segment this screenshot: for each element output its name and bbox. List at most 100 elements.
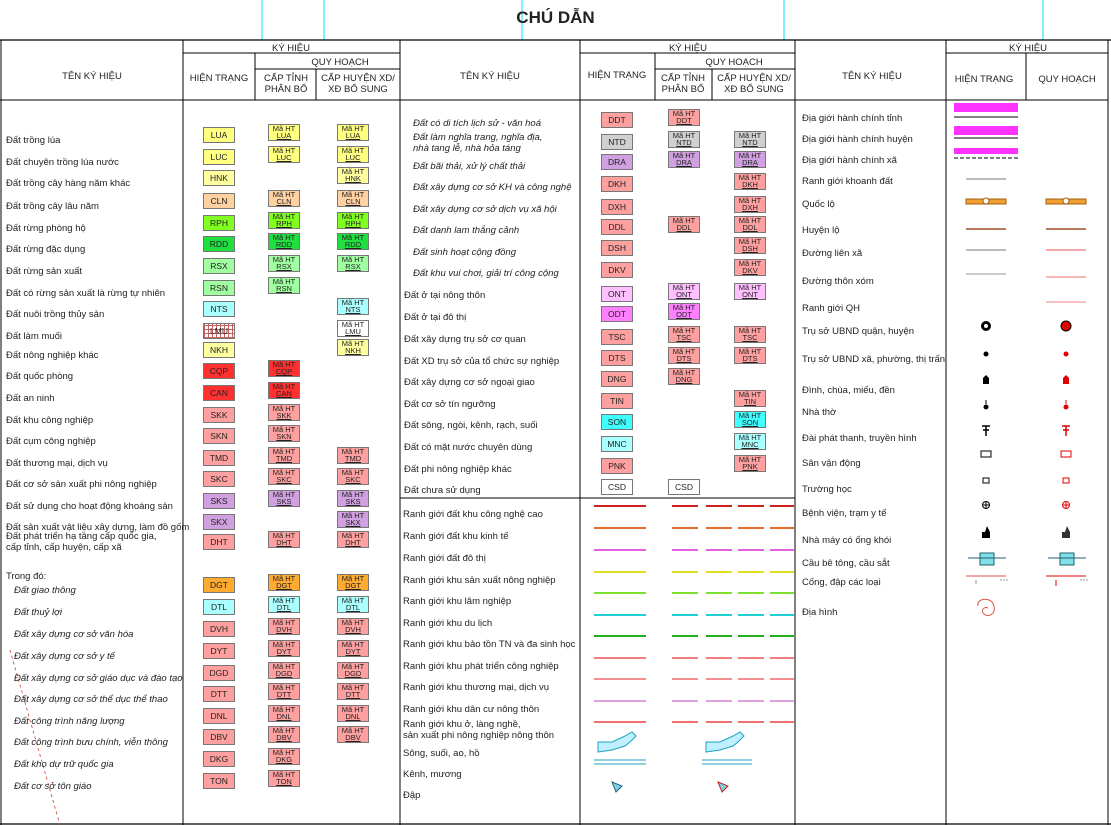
- symbol-current-ntd: NTD: [601, 134, 633, 150]
- header-cap-tinh: CẤP TỈNH PHÂN BỔ: [264, 73, 308, 95]
- label-intercommune-road: Đường liên xã: [802, 248, 863, 259]
- label-plan-boundary: Ranh giới QH: [802, 303, 860, 314]
- symbol-province-dvh: Mã HT DVH: [268, 618, 300, 635]
- label-district-boundary: Địa giới hành chính huyện: [802, 134, 913, 145]
- symbol-province-luc: Mã HT LUC: [268, 146, 300, 163]
- commune-office-icon: [983, 351, 989, 357]
- label-pnk: Đất phi nông nghiệp khác: [404, 464, 512, 475]
- symbol-province-ont: Mã HT ONT: [668, 283, 700, 300]
- label-line-10: Ranh giới khu ở, làng nghề, sản xuất phi …: [403, 719, 555, 741]
- symbol-current-dng: DNG: [601, 371, 633, 387]
- label-line-2: Ranh giới đất đô thị: [403, 553, 486, 564]
- school-icon: [982, 477, 990, 484]
- label-trong-do: Trong đó:: [6, 571, 47, 582]
- header-hien-trang: HIỆN TRẠNG: [189, 73, 249, 84]
- symbol-district-pnk: Mã HT PNK: [734, 455, 766, 472]
- header-ky-hieu-2: KÝ HIỆU: [668, 43, 708, 54]
- label-nkh: Đất nông nghiệp khác: [6, 350, 99, 361]
- symbol-province-csd: CSD: [668, 479, 700, 495]
- symbol-province-dtt: Mã HT DTT: [268, 683, 300, 700]
- symbol-province-dgt: Mã HT DGT: [268, 574, 300, 591]
- symbol-district-dgt: Mã HT DGT: [337, 574, 369, 591]
- symbol-current-skn: SKN: [203, 428, 235, 444]
- river-icon: [705, 731, 745, 753]
- label-dbv: Đất công trình bưu chính, viễn thông: [14, 737, 168, 748]
- label-dsh: Đất sinh hoạt cộng đồng: [413, 247, 516, 258]
- symbol-province-tmd: Mã HT TMD: [268, 447, 300, 464]
- symbol-current-dht: DHT: [203, 534, 235, 550]
- header-quy-hoach: QUY HOẠCH: [311, 57, 369, 68]
- symbol-province-dng: Mã HT DNG: [668, 368, 700, 385]
- symbol-province-can: Mã HT CAN: [268, 382, 300, 399]
- symbol-province-dbv: Mã HT DBV: [268, 726, 300, 743]
- label-line-7: Ranh giới khu phát triển công nghiệp: [403, 661, 559, 672]
- label-line-6: Ranh giới khu bảo tồn TN và đa sinh học: [403, 639, 576, 650]
- symbol-province-dra: Mã HT DRA: [668, 151, 700, 168]
- label-csd: Đất chưa sử dụng: [404, 485, 481, 496]
- symbol-current-dts: DTS: [601, 350, 633, 366]
- label-nts: Đất nuôi trồng thủy sản: [6, 309, 105, 320]
- symbol-current-cln: CLN: [203, 193, 235, 209]
- label-mnc: Đất có mặt nước chuyên dùng: [404, 442, 533, 453]
- symbol-province-rph: Mã HT RPH: [268, 212, 300, 229]
- label-cln: Đất trồng cây lâu năm: [6, 201, 99, 212]
- label-dxh: Đất xây dựng cơ sở dịch vụ xã hội: [413, 204, 557, 215]
- header-ten-ky-hieu: TÊN KÝ HIỆU: [62, 71, 122, 82]
- symbol-district-dnl: Mã HT DNL: [337, 705, 369, 722]
- label-radio-station: Đài phát thanh, truyền hình: [802, 433, 917, 444]
- label-skn: Đất cụm công nghiệp: [6, 436, 96, 447]
- symbol-district-luc: Mã HT LUC: [337, 146, 369, 163]
- hospital-icon: [982, 501, 990, 509]
- label-school: Trường học: [802, 484, 852, 495]
- symbol-current-tsc: TSC: [601, 329, 633, 345]
- label-dkh: Đất xây dựng cơ sở KH và công nghệ: [413, 182, 572, 193]
- symbol-district-tmd: Mã HT TMD: [337, 447, 369, 464]
- label-rsn: Đất có rừng sản xuất là rừng tự nhiên: [6, 288, 166, 299]
- label-sks: Đất sử dụng cho hoạt động khoáng sản: [6, 501, 173, 512]
- label-ddt: Đất có di tích lịch sử - văn hoá: [413, 118, 541, 129]
- label-village-road: Đường thôn xóm: [802, 276, 874, 287]
- symbol-current-tmd: TMD: [203, 450, 235, 466]
- symbol-province-dkg: Mã HT DKG: [268, 748, 300, 765]
- symbol-current-ddl: DDL: [601, 219, 633, 235]
- stadium-icon: [980, 450, 992, 458]
- label-dra: Đất bãi thải, xử lý chất thải: [413, 161, 526, 172]
- symbol-current-rsn: RSN: [203, 280, 235, 296]
- symbol-district-ddl: Mã HT DDL: [734, 216, 766, 233]
- label-rsx: Đất rừng sản xuất: [6, 266, 83, 277]
- label-ntd: Đất làm nghĩa trang, nghĩa địa, nhà tang …: [413, 132, 543, 154]
- national-road-icon: [982, 197, 990, 205]
- symbol-province-dht: Mã HT DHT: [268, 531, 300, 548]
- label-luc: Đất chuyên trồng lúa nước: [6, 157, 119, 168]
- symbol-current-ddt: DDT: [601, 112, 633, 128]
- province-boundary-icon: [954, 103, 1018, 112]
- symbol-current-hnk: HNK: [203, 170, 235, 186]
- district-boundary-icon: [954, 126, 1018, 135]
- symbol-district-ntd: Mã HT NTD: [734, 131, 766, 148]
- symbol-district-cln: Mã HT CLN: [337, 190, 369, 207]
- label-odt: Đất ở tại đô thị: [404, 312, 467, 323]
- header-quy-hoach-2: QUY HOẠCH: [705, 57, 763, 68]
- label-terrain: Địa hình: [802, 607, 838, 618]
- symbol-district-dbv: Mã HT DBV: [337, 726, 369, 743]
- symbol-province-dtl: Mã HT DTL: [268, 596, 300, 613]
- label-parcel-boundary: Ranh giới khoanh đất: [802, 176, 893, 187]
- school-icon: [1062, 477, 1070, 484]
- terrain-icon: [977, 598, 995, 617]
- label-district-office: Trụ sở UBND quận, huyện: [802, 326, 915, 337]
- dam-icon: [717, 781, 729, 793]
- symbol-district-skx: Mã HT SKX: [337, 511, 369, 528]
- symbol-province-ddt: Mã HT DDT: [668, 109, 700, 126]
- symbol-current-can: CAN: [203, 385, 235, 401]
- hospital-icon: [1062, 501, 1070, 509]
- label-hospital: Bệnh viện, trạm y tế: [802, 508, 887, 519]
- label-line-5: Ranh giới khu du lịch: [403, 618, 493, 629]
- symbol-current-luc: LUC: [203, 149, 235, 165]
- river-icon: [597, 731, 637, 753]
- label-line-1: Ranh giới đất khu kinh tế: [403, 531, 509, 542]
- header-cap-huyen-2: CẤP HUYỆN XD/XĐ BỔ SUNG: [717, 73, 791, 95]
- symbol-current-skk: SKK: [203, 407, 235, 423]
- symbol-district-dht: Mã HT DHT: [337, 531, 369, 548]
- symbol-current-dvh: DVH: [203, 621, 235, 637]
